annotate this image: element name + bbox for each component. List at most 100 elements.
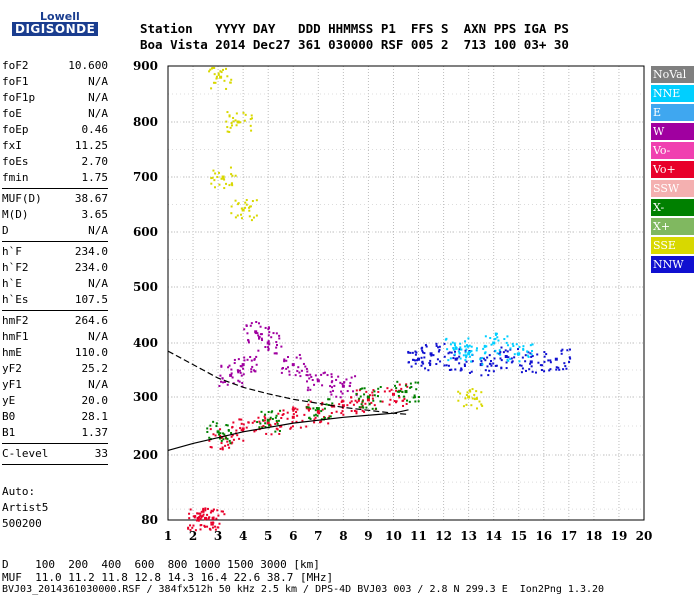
data-point: [424, 367, 427, 370]
data-point: [462, 405, 465, 408]
data-point: [421, 346, 424, 349]
data-point: [230, 173, 233, 176]
data-point: [366, 398, 370, 402]
data-point: [445, 364, 448, 367]
x-tick-label: 14: [485, 529, 502, 543]
data-point: [230, 205, 233, 208]
series-vo: [187, 383, 409, 532]
data-point: [269, 418, 272, 421]
data-point: [465, 360, 468, 363]
param-name: foF1p: [2, 91, 36, 104]
data-point: [355, 410, 358, 413]
data-point: [226, 126, 229, 129]
param-value: N/A: [88, 75, 108, 88]
data-point: [307, 399, 310, 402]
data-point: [202, 509, 205, 512]
data-point: [487, 374, 490, 377]
data-point: [239, 121, 242, 124]
data-point: [206, 513, 209, 516]
data-point: [505, 361, 508, 364]
data-point: [258, 335, 261, 338]
data-point: [281, 414, 284, 417]
data-point: [210, 509, 213, 512]
data-point: [328, 398, 331, 401]
data-point: [350, 409, 353, 412]
data-point: [249, 355, 252, 358]
data-point: [353, 409, 356, 412]
data-point: [305, 367, 308, 370]
param-row: yE 20.0: [2, 393, 108, 409]
data-point: [450, 351, 453, 354]
data-point: [470, 404, 473, 407]
data-point: [417, 400, 420, 403]
data-point: [292, 413, 295, 416]
data-point: [277, 412, 280, 415]
param-row: hmF2 264.6: [2, 313, 108, 329]
data-point: [225, 424, 228, 427]
data-point: [233, 358, 236, 361]
data-point: [529, 352, 532, 355]
data-point: [191, 526, 194, 529]
data-point: [339, 396, 342, 399]
x-tick-label: 4: [239, 529, 247, 543]
data-point: [470, 360, 473, 363]
auto-artist: Artist5: [2, 501, 49, 514]
data-point: [241, 363, 245, 367]
data-point: [275, 332, 278, 335]
data-point: [255, 214, 258, 217]
data-point: [493, 357, 496, 360]
data-point: [460, 367, 463, 370]
data-point: [558, 368, 561, 371]
data-point: [350, 376, 353, 379]
data-point: [279, 409, 282, 412]
data-point: [388, 403, 391, 406]
data-point: [298, 353, 301, 356]
param-value: N/A: [88, 91, 108, 104]
data-point: [305, 374, 308, 377]
data-point: [452, 357, 455, 360]
data-point: [492, 362, 495, 365]
data-point: [212, 516, 215, 519]
data-point: [500, 346, 503, 349]
data-point: [234, 216, 237, 219]
data-point: [363, 410, 366, 413]
data-point: [245, 199, 248, 202]
data-point: [497, 339, 500, 342]
data-point: [231, 174, 234, 177]
data-point: [494, 337, 497, 340]
data-point: [241, 427, 245, 431]
data-point: [528, 368, 531, 371]
param-name: hmF2: [2, 314, 29, 327]
data-point: [333, 384, 336, 387]
param-name: B0: [2, 410, 16, 423]
data-point: [290, 426, 293, 429]
data-point: [468, 389, 471, 392]
data-point: [541, 364, 544, 367]
data-point: [282, 409, 285, 412]
data-point: [225, 87, 228, 90]
data-point: [372, 399, 375, 402]
data-point: [200, 524, 203, 527]
data-point: [405, 383, 408, 386]
data-point: [189, 508, 192, 511]
data-point: [359, 388, 362, 391]
y-tick-label: 400: [133, 336, 158, 350]
data-point: [212, 508, 215, 511]
data-point: [228, 446, 231, 449]
data-point: [255, 321, 258, 324]
data-point: [270, 336, 273, 339]
data-point: [240, 217, 243, 220]
data-point: [568, 360, 571, 363]
data-point: [314, 416, 317, 419]
data-point: [259, 325, 262, 328]
data-point: [212, 81, 215, 84]
data-point: [309, 400, 312, 403]
data-point: [277, 419, 280, 422]
data-point: [517, 353, 520, 356]
data-point: [492, 341, 496, 345]
data-point: [250, 114, 253, 117]
param-row: h`F 234.0: [2, 244, 108, 260]
data-point: [224, 444, 227, 447]
data-point: [207, 518, 210, 521]
data-point: [358, 406, 361, 409]
